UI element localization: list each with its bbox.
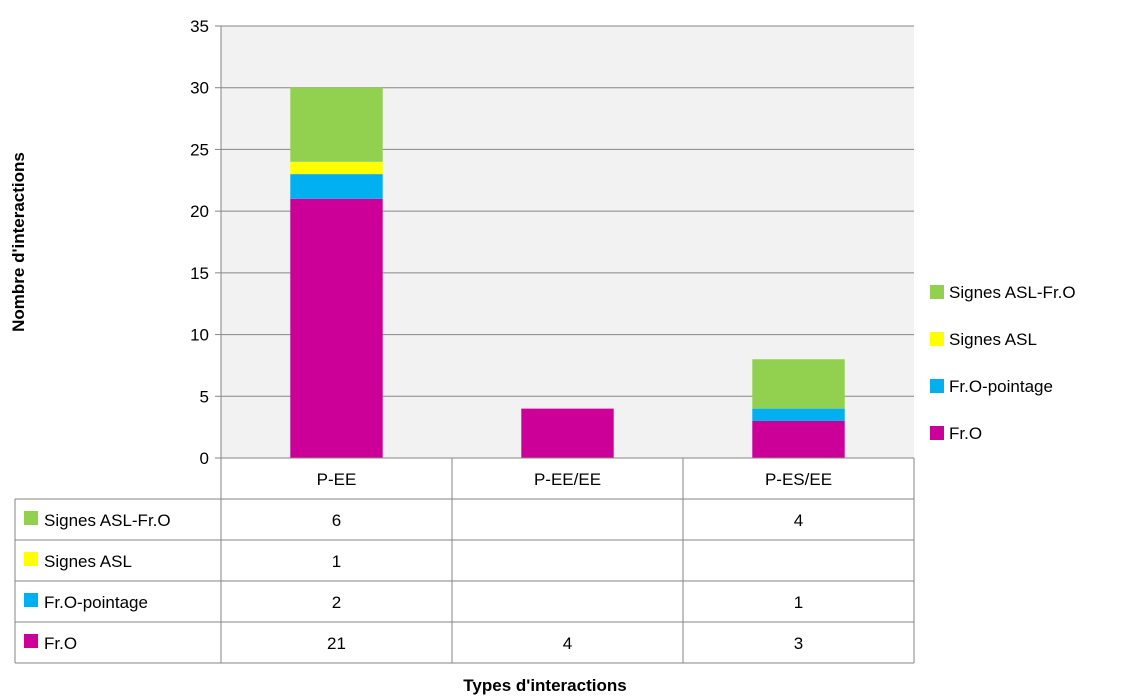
table-cell-value: 1 (794, 593, 803, 612)
legend-key (930, 426, 944, 440)
x-axis-label: Types d'interactions (463, 676, 626, 695)
legend-label: Fr.O (949, 424, 982, 443)
table-row-label: Fr.O (44, 634, 77, 653)
bar-segment (752, 420, 845, 458)
bar-segment (290, 174, 383, 199)
y-tick-label: 20 (190, 202, 209, 221)
legend-label: Signes ASL-Fr.O (949, 283, 1076, 302)
table-legend-key (24, 511, 38, 525)
x-tick-label: P-EE (317, 470, 357, 489)
legend-label: Fr.O-pointage (949, 377, 1053, 396)
x-tick-label: P-ES/EE (765, 470, 832, 489)
table-row-label: Signes ASL (44, 552, 132, 571)
y-tick-label: 30 (190, 79, 209, 98)
y-tick-label: 15 (190, 264, 209, 283)
table-cell-value: 4 (794, 511, 803, 530)
x-tick-label: P-EE/EE (534, 470, 601, 489)
y-axis-label: Nombre d'interactions (9, 152, 28, 332)
table-row-label: Signes ASL-Fr.O (44, 511, 171, 530)
y-tick-label: 5 (200, 387, 209, 406)
legend-key (930, 332, 944, 346)
table-legend-key (24, 634, 38, 648)
table-cell-value: 3 (794, 634, 803, 653)
y-tick-label: 25 (190, 140, 209, 159)
data-table: P-EE P-EE/EE P-ES/EE Signes ASL-Fr.O 6 4 Signe… (14, 457, 915, 664)
table-cell-value: 21 (327, 634, 346, 653)
bar-segment (290, 198, 383, 459)
table-cell-value: 6 (332, 511, 341, 530)
y-tick-label: 10 (190, 326, 209, 345)
bar-segment (752, 408, 845, 421)
table-cell-value: 2 (332, 593, 341, 612)
legend-key (930, 379, 944, 393)
legend-key (930, 285, 944, 299)
table-legend-key (24, 552, 38, 566)
legend: Signes ASL-Fr.O Signes ASL Fr.O-pointage Fr… (930, 283, 1076, 443)
y-tick-label: 0 (200, 449, 209, 468)
bar-segment (290, 161, 383, 175)
table-legend-key (24, 593, 38, 607)
table-row-label: Fr.O-pointage (44, 593, 148, 612)
table-cell-value: 1 (332, 552, 341, 571)
bar-segment (290, 87, 383, 162)
y-tick-label: 35 (190, 17, 209, 36)
table-cell-value: 4 (563, 634, 572, 653)
bar-segment (521, 408, 614, 458)
y-axis-ticks: 0 5 10 15 20 25 30 35 (190, 17, 222, 468)
legend-label: Signes ASL (949, 330, 1037, 349)
bar-segment (752, 359, 845, 409)
bars (290, 87, 845, 459)
